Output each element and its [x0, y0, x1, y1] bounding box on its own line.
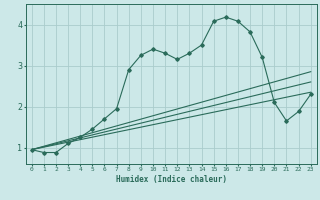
X-axis label: Humidex (Indice chaleur): Humidex (Indice chaleur)	[116, 175, 227, 184]
